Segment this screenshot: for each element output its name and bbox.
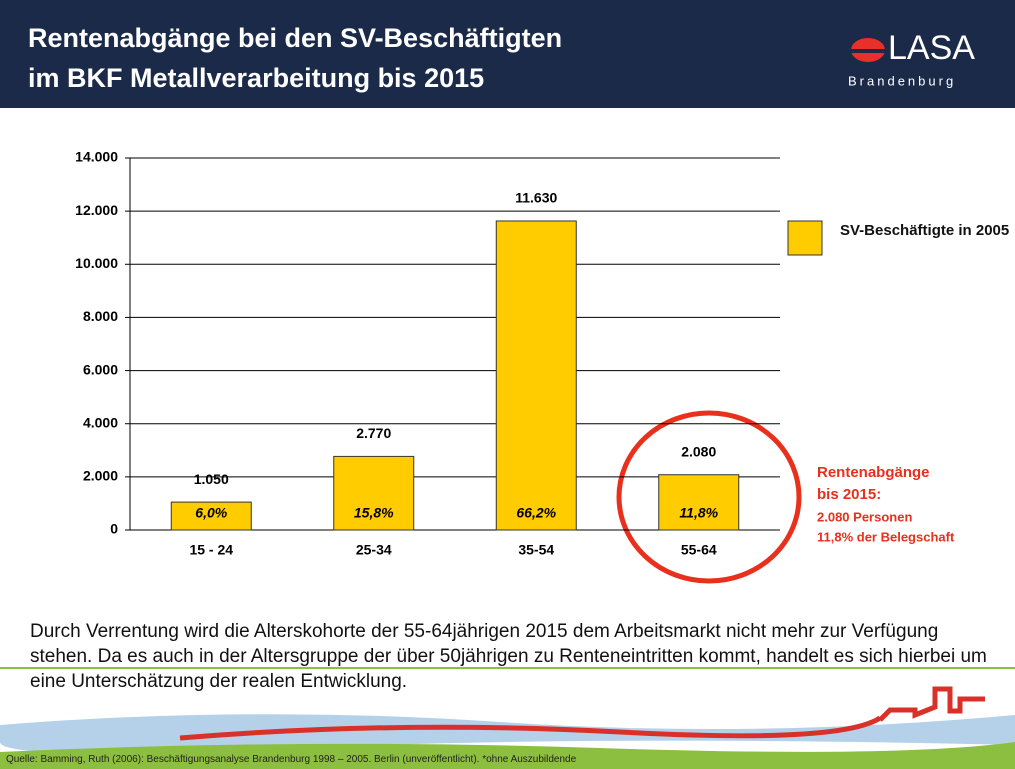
wave [0,714,1015,754]
legend-label: SV-Beschäftigte in 2005 [840,222,1010,239]
legend-swatch [787,220,823,256]
x-tick-label: 25-34 [356,542,392,558]
value-label: 2.770 [356,425,391,441]
x-tick-label: 55-64 [681,542,717,558]
y-tick-label: 6.000 [83,361,118,377]
bar [170,501,252,531]
y-tick-label: 12.000 [75,202,118,218]
bar [658,474,740,531]
y-tick-label: 0 [110,521,118,537]
y-tick-label: 8.000 [83,308,118,324]
highlight-circle [616,410,802,584]
bar [333,455,415,531]
x-tick-label: 35-54 [518,542,554,558]
annotation: bis 2015: [817,486,881,503]
logo-icon-stripe [850,49,886,53]
annotation: 11,8% der Belegschaft [817,529,955,544]
title-line: Rentenabgänge bei den SV-Beschäftigten [28,23,562,53]
logo: LASA [888,29,975,67]
y-tick-label: 2.000 [83,468,118,484]
skyline [878,686,985,722]
header-band [0,0,1015,108]
bar [495,220,577,531]
share-label: 15,8% [354,505,394,521]
y-tick-label: 14.000 [75,149,118,165]
logo-sub: Brandenburg [848,73,956,88]
title-line: im BKF Metallverarbeitung bis 2015 [28,63,484,93]
wave [0,742,1015,769]
annotation: Rentenabgänge [817,464,930,481]
body-text: Durch Verrentung wird die Alterskohorte … [30,621,987,692]
share-label: 66,2% [516,505,556,521]
value-label: 11.630 [515,190,557,206]
y-tick-label: 10.000 [75,255,118,271]
y-tick-label: 4.000 [83,414,118,430]
value-label: 1.050 [194,471,229,487]
source: Quelle: Bamming, Ruth (2006): Beschäftig… [6,754,577,765]
annotation: 2.080 Personen [817,509,912,524]
wave [179,715,882,741]
value-label: 2.080 [681,443,716,459]
share-label: 6,0% [195,505,227,521]
share-label: 11,8% [679,505,718,521]
x-tick-label: 15 - 24 [189,542,233,558]
